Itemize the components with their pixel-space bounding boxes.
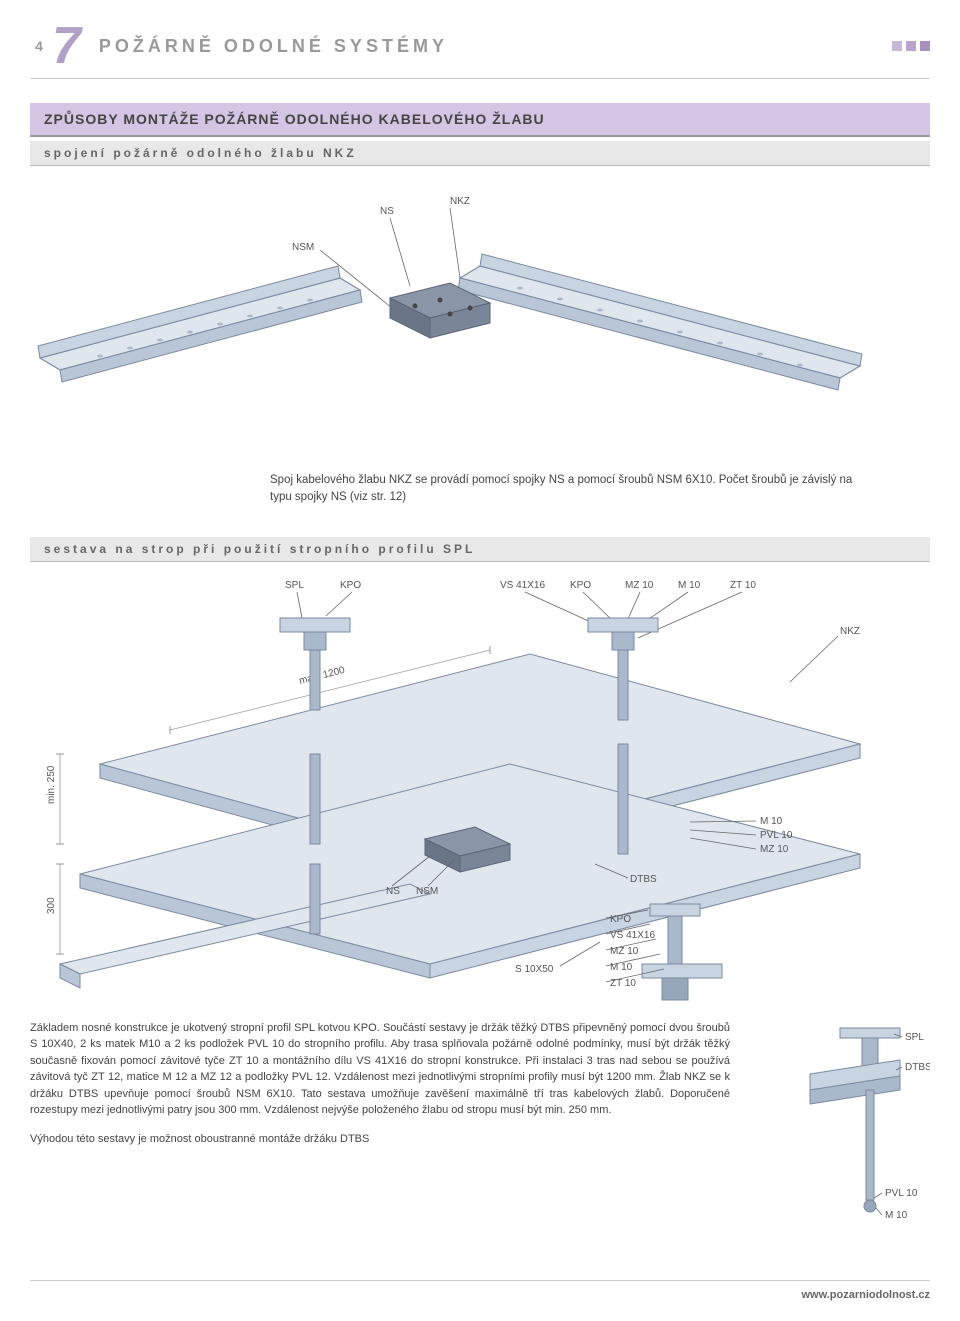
svg-text:MZ 10: MZ 10 [760, 844, 789, 855]
label-ns: NS [380, 206, 394, 217]
page-header: 4 7 POŽÁRNĚ ODOLNÉ SYSTÉMY [30, 20, 930, 72]
body-row: Základem nosné konstrukce je ukotvený st… [30, 1020, 930, 1240]
side-detail-diagram: SPL DTBS PVL 10 M 10 [750, 1020, 930, 1240]
svg-text:DTBS: DTBS [905, 1062, 930, 1073]
left-dimensions: min. 250 300 [46, 754, 64, 954]
body-text: Základem nosné konstrukce je ukotvený st… [30, 1020, 730, 1160]
page-title: POŽÁRNĚ ODOLNÉ SYSTÉMY [99, 36, 448, 57]
svg-text:KPO: KPO [610, 914, 631, 925]
svg-text:MZ 10: MZ 10 [625, 580, 654, 591]
page-number: 4 [30, 38, 48, 54]
svg-text:M 10: M 10 [760, 816, 783, 827]
label-nkz-right: NKZ [840, 626, 860, 637]
svg-text:MZ 10: MZ 10 [610, 946, 639, 957]
svg-text:300: 300 [46, 896, 57, 913]
label-dtbs: DTBS [630, 874, 657, 885]
label-nsm2: NSM [416, 886, 438, 897]
figure-ceiling-assembly: SPL KPO VS 41X16 KPO MZ 10 M 10 ZT 10 NK… [30, 574, 930, 1004]
ceiling-assembly-diagram: SPL KPO VS 41X16 KPO MZ 10 M 10 ZT 10 NK… [30, 574, 930, 1004]
svg-text:M 10: M 10 [885, 1210, 908, 1221]
label-nkz: NKZ [450, 196, 470, 207]
svg-text:PVL 10: PVL 10 [885, 1188, 918, 1199]
svg-text:M 10: M 10 [678, 580, 701, 591]
decorative-squares [892, 41, 930, 51]
body-paragraph-1: Základem nosné konstrukce je ukotvený st… [30, 1020, 730, 1119]
body-paragraph-2: Výhodou této sestavy je možnost oboustra… [30, 1131, 730, 1148]
side-figure: SPL DTBS PVL 10 M 10 [750, 1020, 930, 1240]
svg-text:KPO: KPO [340, 580, 361, 591]
label-s10x50: S 10X50 [515, 964, 554, 975]
svg-text:M 10: M 10 [610, 962, 633, 973]
svg-text:KPO: KPO [570, 580, 591, 591]
svg-text:PVL 10: PVL 10 [760, 830, 793, 841]
tray-joint-diagram: NS NKZ NSM [30, 178, 930, 458]
svg-text:ZT 10: ZT 10 [610, 978, 636, 989]
header-rule [30, 78, 930, 79]
svg-text:min. 250: min. 250 [46, 765, 57, 804]
svg-text:ZT 10: ZT 10 [730, 580, 756, 591]
label-nsm: NSM [292, 242, 314, 253]
svg-text:max. 1200: max. 1200 [298, 664, 346, 686]
section2-subheading: sestava na strop při použití stropního p… [30, 537, 930, 562]
section-heading: ZPŮSOBY MONTÁŽE POŽÁRNĚ ODOLNÉHO KABELOV… [30, 103, 930, 137]
figure1-caption: Spoj kabelového žlabu NKZ se provádí pom… [270, 472, 870, 507]
figure-tray-joint: NS NKZ NSM [30, 178, 930, 458]
section-subheading: spojení požárně odolného žlabu NKZ [30, 141, 930, 166]
svg-text:SPL: SPL [285, 580, 304, 591]
svg-text:SPL: SPL [905, 1032, 924, 1043]
svg-text:VS 41X16: VS 41X16 [500, 580, 545, 591]
label-ns2: NS [386, 886, 400, 897]
chapter-number: 7 [52, 20, 81, 72]
top-label-row: SPL KPO VS 41X16 KPO MZ 10 M 10 ZT 10 [285, 580, 756, 638]
